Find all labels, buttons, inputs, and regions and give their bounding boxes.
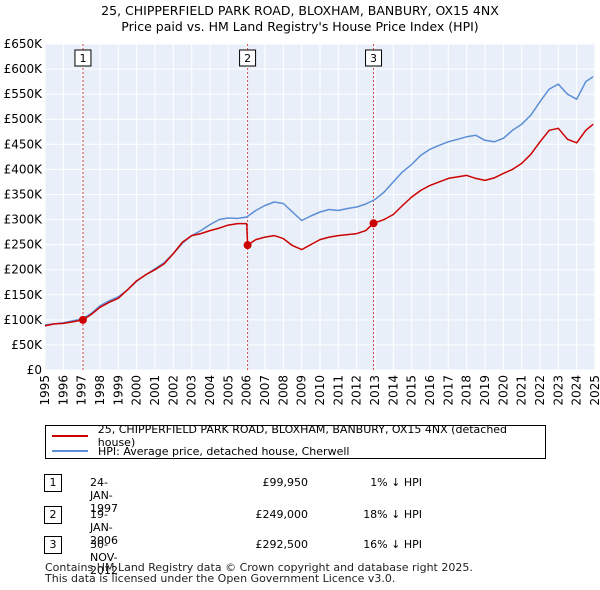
y-tick-label: £450K (4, 137, 44, 151)
x-tick-label: 2025 (588, 375, 600, 406)
x-tick-label: 2005 (221, 375, 235, 406)
y-tick-label: £250K (4, 238, 44, 252)
y-tick-label: £500K (4, 112, 44, 126)
x-tick-label: 1995 (38, 375, 52, 406)
x-tick-label: 2017 (441, 375, 455, 406)
sale-marker-label: 3 (370, 52, 377, 65)
y-tick-label: £150K (4, 288, 44, 302)
x-tick-label: 2014 (386, 375, 400, 406)
x-tick-label: 2018 (460, 375, 474, 406)
footer-copyright: Contains HM Land Registry data © Crown c… (45, 561, 473, 574)
x-tick-label: 2001 (148, 375, 162, 406)
sale-marker-label: 2 (244, 52, 251, 65)
x-tick-label: 2012 (350, 375, 364, 406)
sale-number-badge: 3 (44, 536, 62, 554)
sale-marker-box (74, 49, 92, 67)
x-tick-label: 2016 (423, 375, 437, 406)
sale-price: £292,500 (255, 538, 309, 551)
sale-marker-box (239, 49, 257, 67)
sale-date: 19-JAN-2006 (90, 508, 118, 547)
sale-price: £249,000 (255, 508, 309, 521)
sale-date: 30-NOV-2012 (90, 538, 118, 577)
legend-swatch-property (52, 435, 88, 437)
x-tick-label: 2022 (533, 375, 547, 406)
price-chart: 1 2 3 £0 £50K £100K £150K £200K £250K £300K £350K… (4, 37, 600, 406)
y-tick-label: £0 (27, 363, 42, 377)
property-price-line (44, 123, 594, 327)
y-tick-label: £300K (4, 213, 44, 227)
sale-point (78, 315, 87, 324)
sale-point (243, 241, 252, 250)
legend-label-property: 25, CHIPPERFIELD PARK ROAD, BLOXHAM, BAN… (97, 423, 508, 449)
x-tick-label: 2002 (166, 375, 180, 406)
y-tick-label: £350K (4, 187, 44, 201)
x-tick-label: 2008 (276, 375, 290, 406)
x-tick-label: 2021 (515, 375, 529, 406)
sale-marker-label: 1 (79, 52, 86, 65)
sale-number-badge: 1 (44, 474, 62, 492)
x-tick-label: 1998 (93, 375, 107, 406)
x-tick-label: 2024 (570, 375, 584, 406)
sale-price: £99,950 (262, 476, 309, 489)
sale-hpi-diff: 18% ↓ HPI (363, 508, 422, 521)
chart-title: 25, CHIPPERFIELD PARK ROAD, BLOXHAM, BAN… (101, 3, 499, 18)
y-tick-label: £400K (4, 162, 44, 176)
x-tick-label: 2007 (258, 375, 272, 406)
sale-number-badge: 2 (44, 506, 62, 524)
sale-point (369, 219, 378, 228)
x-tick-label: 2019 (478, 375, 492, 406)
footer-license: This data is licensed under the Open Gov… (45, 572, 396, 585)
x-tick-label: 2015 (405, 375, 419, 406)
x-tick-label: 2023 (551, 375, 565, 406)
y-tick-label: £650K (4, 37, 44, 51)
x-tick-label: 2011 (331, 375, 345, 406)
x-tick-label: 2004 (203, 375, 217, 406)
y-tick-label: £200K (4, 263, 44, 277)
legend-item-hpi: HPI: Average price, detached house, Cher… (52, 444, 349, 458)
x-tick-label: 2020 (496, 375, 510, 406)
x-tick-label: 1997 (75, 375, 89, 406)
x-tick-label: 1996 (56, 375, 70, 406)
y-tick-label: £100K (4, 313, 44, 327)
sale-hpi-diff: 16% ↓ HPI (363, 538, 422, 551)
y-tick-label: £550K (4, 87, 44, 101)
sale-marker-box (365, 49, 383, 67)
legend-label-hpi: HPI: Average price, detached house, Cher… (98, 444, 350, 458)
x-tick-label: 2006 (240, 375, 254, 406)
legend-item-property: 25, CHIPPERFIELD PARK ROAD, BLOXHAM, BAN… (52, 423, 545, 449)
sale-hpi-diff: 1% ↓ HPI (370, 476, 422, 489)
x-tick-label: 2010 (313, 375, 327, 406)
chart-subtitle: Price paid vs. HM Land Registry's House … (121, 19, 479, 34)
x-tick-label: 2013 (368, 375, 382, 406)
y-tick-label: £50K (11, 338, 43, 352)
legend: 25, CHIPPERFIELD PARK ROAD, BLOXHAM, BAN… (45, 423, 546, 459)
sale-date: 24-JAN-1997 (90, 476, 118, 515)
x-tick-label: 2003 (185, 375, 199, 406)
legend-swatch-hpi (52, 450, 88, 452)
x-tick-label: 1999 (111, 375, 125, 406)
y-tick-label: £600K (4, 62, 44, 76)
x-tick-label: 2009 (295, 375, 309, 406)
x-tick-label: 2000 (130, 375, 144, 406)
